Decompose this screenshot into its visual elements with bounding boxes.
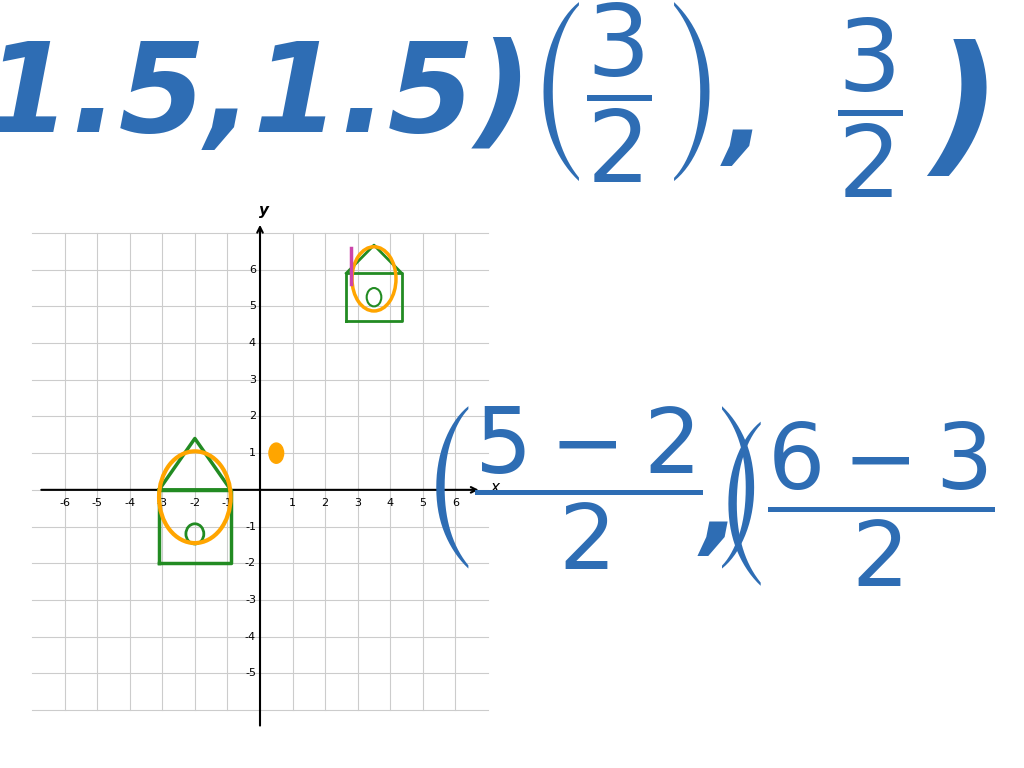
Text: -6: -6 (59, 498, 70, 508)
Text: y: y (259, 204, 269, 218)
Text: 3: 3 (354, 498, 361, 508)
Text: 5: 5 (249, 301, 256, 311)
Text: -2: -2 (189, 498, 201, 508)
Text: 6: 6 (452, 498, 459, 508)
Text: 2: 2 (322, 498, 329, 508)
Text: $\dfrac{3}{2}$: $\dfrac{3}{2}$ (838, 16, 903, 200)
Text: $\left(\dfrac{5-2}{2}\right)$: $\left(\dfrac{5-2}{2}\right)$ (424, 405, 757, 571)
Text: 1: 1 (289, 498, 296, 508)
Text: $\left(\dfrac{6-3}{2}\right.$: $\left(\dfrac{6-3}{2}\right.$ (715, 419, 995, 588)
Text: -4: -4 (124, 498, 135, 508)
Text: -1: -1 (222, 498, 232, 508)
Text: -2: -2 (245, 558, 256, 568)
Text: -4: -4 (245, 631, 256, 641)
Text: -1: -1 (245, 521, 256, 531)
Text: -5: -5 (91, 498, 102, 508)
Text: ): ) (930, 38, 1000, 187)
Text: -3: -3 (157, 498, 168, 508)
Text: 4: 4 (387, 498, 394, 508)
Text: 4: 4 (249, 338, 256, 348)
Text: 1: 1 (249, 449, 256, 458)
Text: x: x (490, 480, 499, 495)
Text: 5: 5 (420, 498, 426, 508)
Text: 3: 3 (249, 375, 256, 385)
Text: 2: 2 (249, 412, 256, 422)
Ellipse shape (269, 443, 284, 463)
Text: ,: , (700, 462, 739, 564)
Text: $\left(\dfrac{3}{2}\right)$: $\left(\dfrac{3}{2}\right)$ (529, 1, 711, 185)
Text: -5: -5 (245, 668, 256, 678)
Text: ,: , (724, 67, 766, 174)
Text: (1.5,1.5): (1.5,1.5) (0, 38, 532, 158)
Text: -3: -3 (245, 595, 256, 605)
Text: 6: 6 (249, 265, 256, 275)
